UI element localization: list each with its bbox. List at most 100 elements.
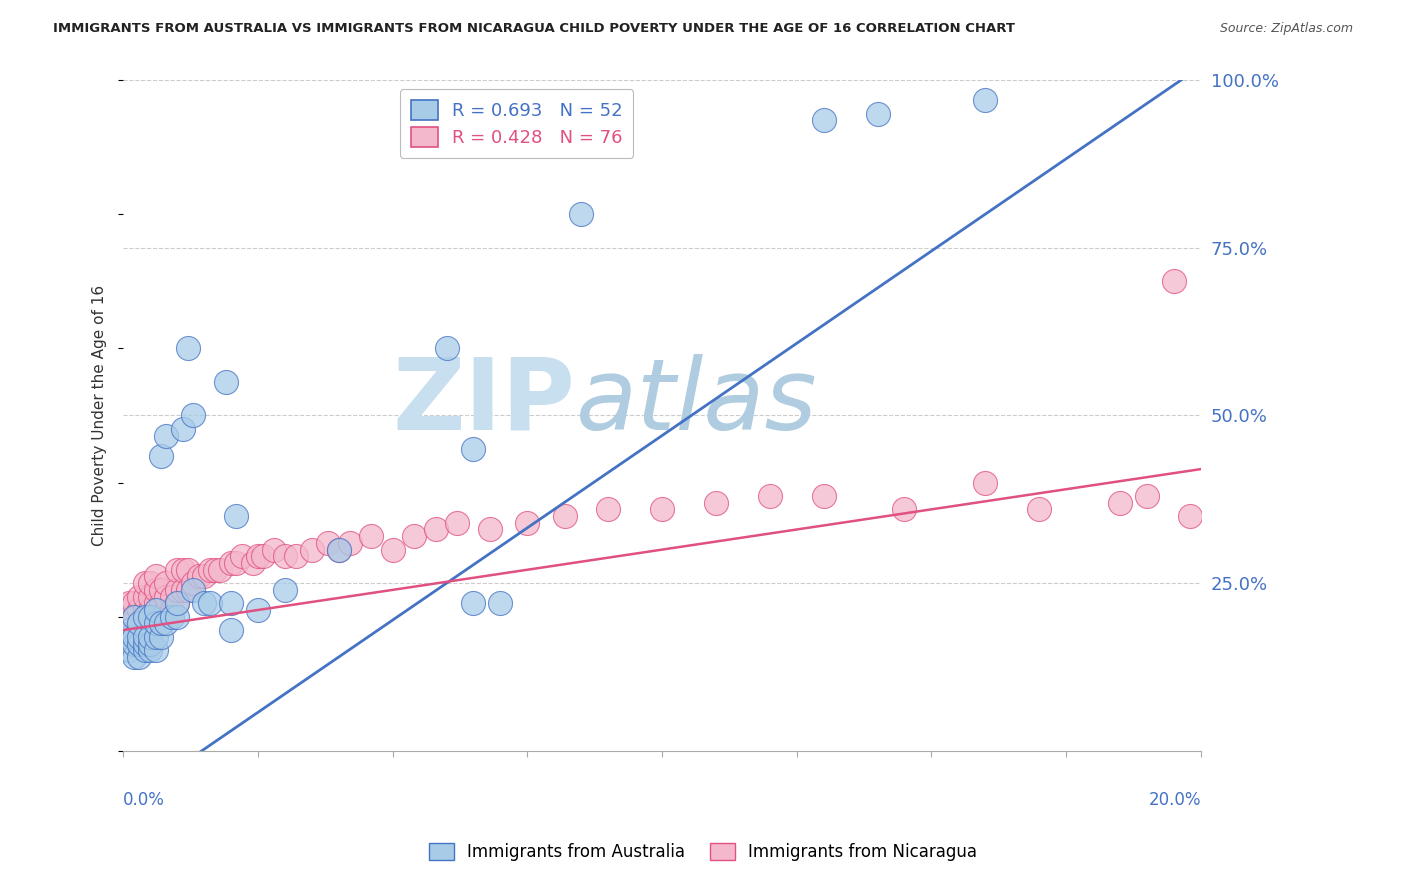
Point xyxy=(128,603,150,617)
Point xyxy=(118,643,141,657)
Point xyxy=(166,609,188,624)
Point xyxy=(554,509,576,524)
Point xyxy=(150,616,173,631)
Point xyxy=(118,609,141,624)
Point xyxy=(145,582,167,597)
Point xyxy=(759,489,782,503)
Text: ZIP: ZIP xyxy=(392,353,576,450)
Point xyxy=(155,616,177,631)
Point xyxy=(204,563,226,577)
Point xyxy=(122,609,145,624)
Point xyxy=(893,502,915,516)
Point xyxy=(404,529,426,543)
Point xyxy=(301,542,323,557)
Point xyxy=(274,582,297,597)
Point xyxy=(172,422,194,436)
Point xyxy=(446,516,468,530)
Point xyxy=(160,603,183,617)
Point xyxy=(155,590,177,604)
Point xyxy=(252,549,274,564)
Point xyxy=(134,643,156,657)
Point xyxy=(145,630,167,644)
Point xyxy=(225,509,247,524)
Point xyxy=(145,569,167,583)
Point xyxy=(128,630,150,644)
Point xyxy=(122,630,145,644)
Point xyxy=(134,630,156,644)
Point xyxy=(193,596,215,610)
Y-axis label: Child Poverty Under the Age of 16: Child Poverty Under the Age of 16 xyxy=(93,285,107,546)
Point xyxy=(166,596,188,610)
Point xyxy=(651,502,673,516)
Point xyxy=(150,449,173,463)
Point xyxy=(122,616,145,631)
Point xyxy=(139,576,162,591)
Point xyxy=(145,609,167,624)
Point xyxy=(436,342,458,356)
Point xyxy=(463,596,485,610)
Point xyxy=(360,529,382,543)
Point xyxy=(328,542,350,557)
Point xyxy=(478,523,501,537)
Point xyxy=(150,582,173,597)
Point xyxy=(160,590,183,604)
Point xyxy=(118,596,141,610)
Point xyxy=(118,616,141,631)
Point xyxy=(246,603,269,617)
Point xyxy=(246,549,269,564)
Point xyxy=(177,582,200,597)
Point xyxy=(139,630,162,644)
Point xyxy=(339,536,361,550)
Point xyxy=(974,93,997,107)
Point xyxy=(166,582,188,597)
Point xyxy=(139,603,162,617)
Text: atlas: atlas xyxy=(576,353,817,450)
Point xyxy=(134,609,156,624)
Point xyxy=(128,636,150,650)
Point xyxy=(128,650,150,665)
Point xyxy=(166,563,188,577)
Legend: Immigrants from Australia, Immigrants from Nicaragua: Immigrants from Australia, Immigrants fr… xyxy=(422,836,984,868)
Point xyxy=(183,576,205,591)
Point xyxy=(118,630,141,644)
Point xyxy=(209,563,232,577)
Point xyxy=(193,569,215,583)
Point xyxy=(134,590,156,604)
Point xyxy=(139,636,162,650)
Point xyxy=(1028,502,1050,516)
Point xyxy=(866,106,889,120)
Point xyxy=(122,596,145,610)
Text: 0.0%: 0.0% xyxy=(124,791,165,809)
Point xyxy=(166,596,188,610)
Point xyxy=(177,563,200,577)
Point xyxy=(145,616,167,631)
Point xyxy=(145,603,167,617)
Point xyxy=(316,536,339,550)
Point xyxy=(1109,496,1132,510)
Point xyxy=(150,603,173,617)
Point xyxy=(284,549,307,564)
Legend: R = 0.693   N = 52, R = 0.428   N = 76: R = 0.693 N = 52, R = 0.428 N = 76 xyxy=(399,89,634,158)
Point xyxy=(134,576,156,591)
Point xyxy=(183,409,205,423)
Point xyxy=(122,636,145,650)
Point xyxy=(139,609,162,624)
Point xyxy=(139,590,162,604)
Point xyxy=(128,616,150,631)
Text: 20.0%: 20.0% xyxy=(1149,791,1201,809)
Point xyxy=(219,556,242,570)
Point xyxy=(704,496,727,510)
Point xyxy=(598,502,620,516)
Point xyxy=(813,489,835,503)
Point xyxy=(198,563,221,577)
Point xyxy=(150,596,173,610)
Point xyxy=(219,596,242,610)
Point xyxy=(134,609,156,624)
Point xyxy=(134,603,156,617)
Point xyxy=(160,609,183,624)
Point xyxy=(118,603,141,617)
Point xyxy=(516,516,538,530)
Point xyxy=(1136,489,1159,503)
Point xyxy=(1178,509,1201,524)
Point xyxy=(263,542,285,557)
